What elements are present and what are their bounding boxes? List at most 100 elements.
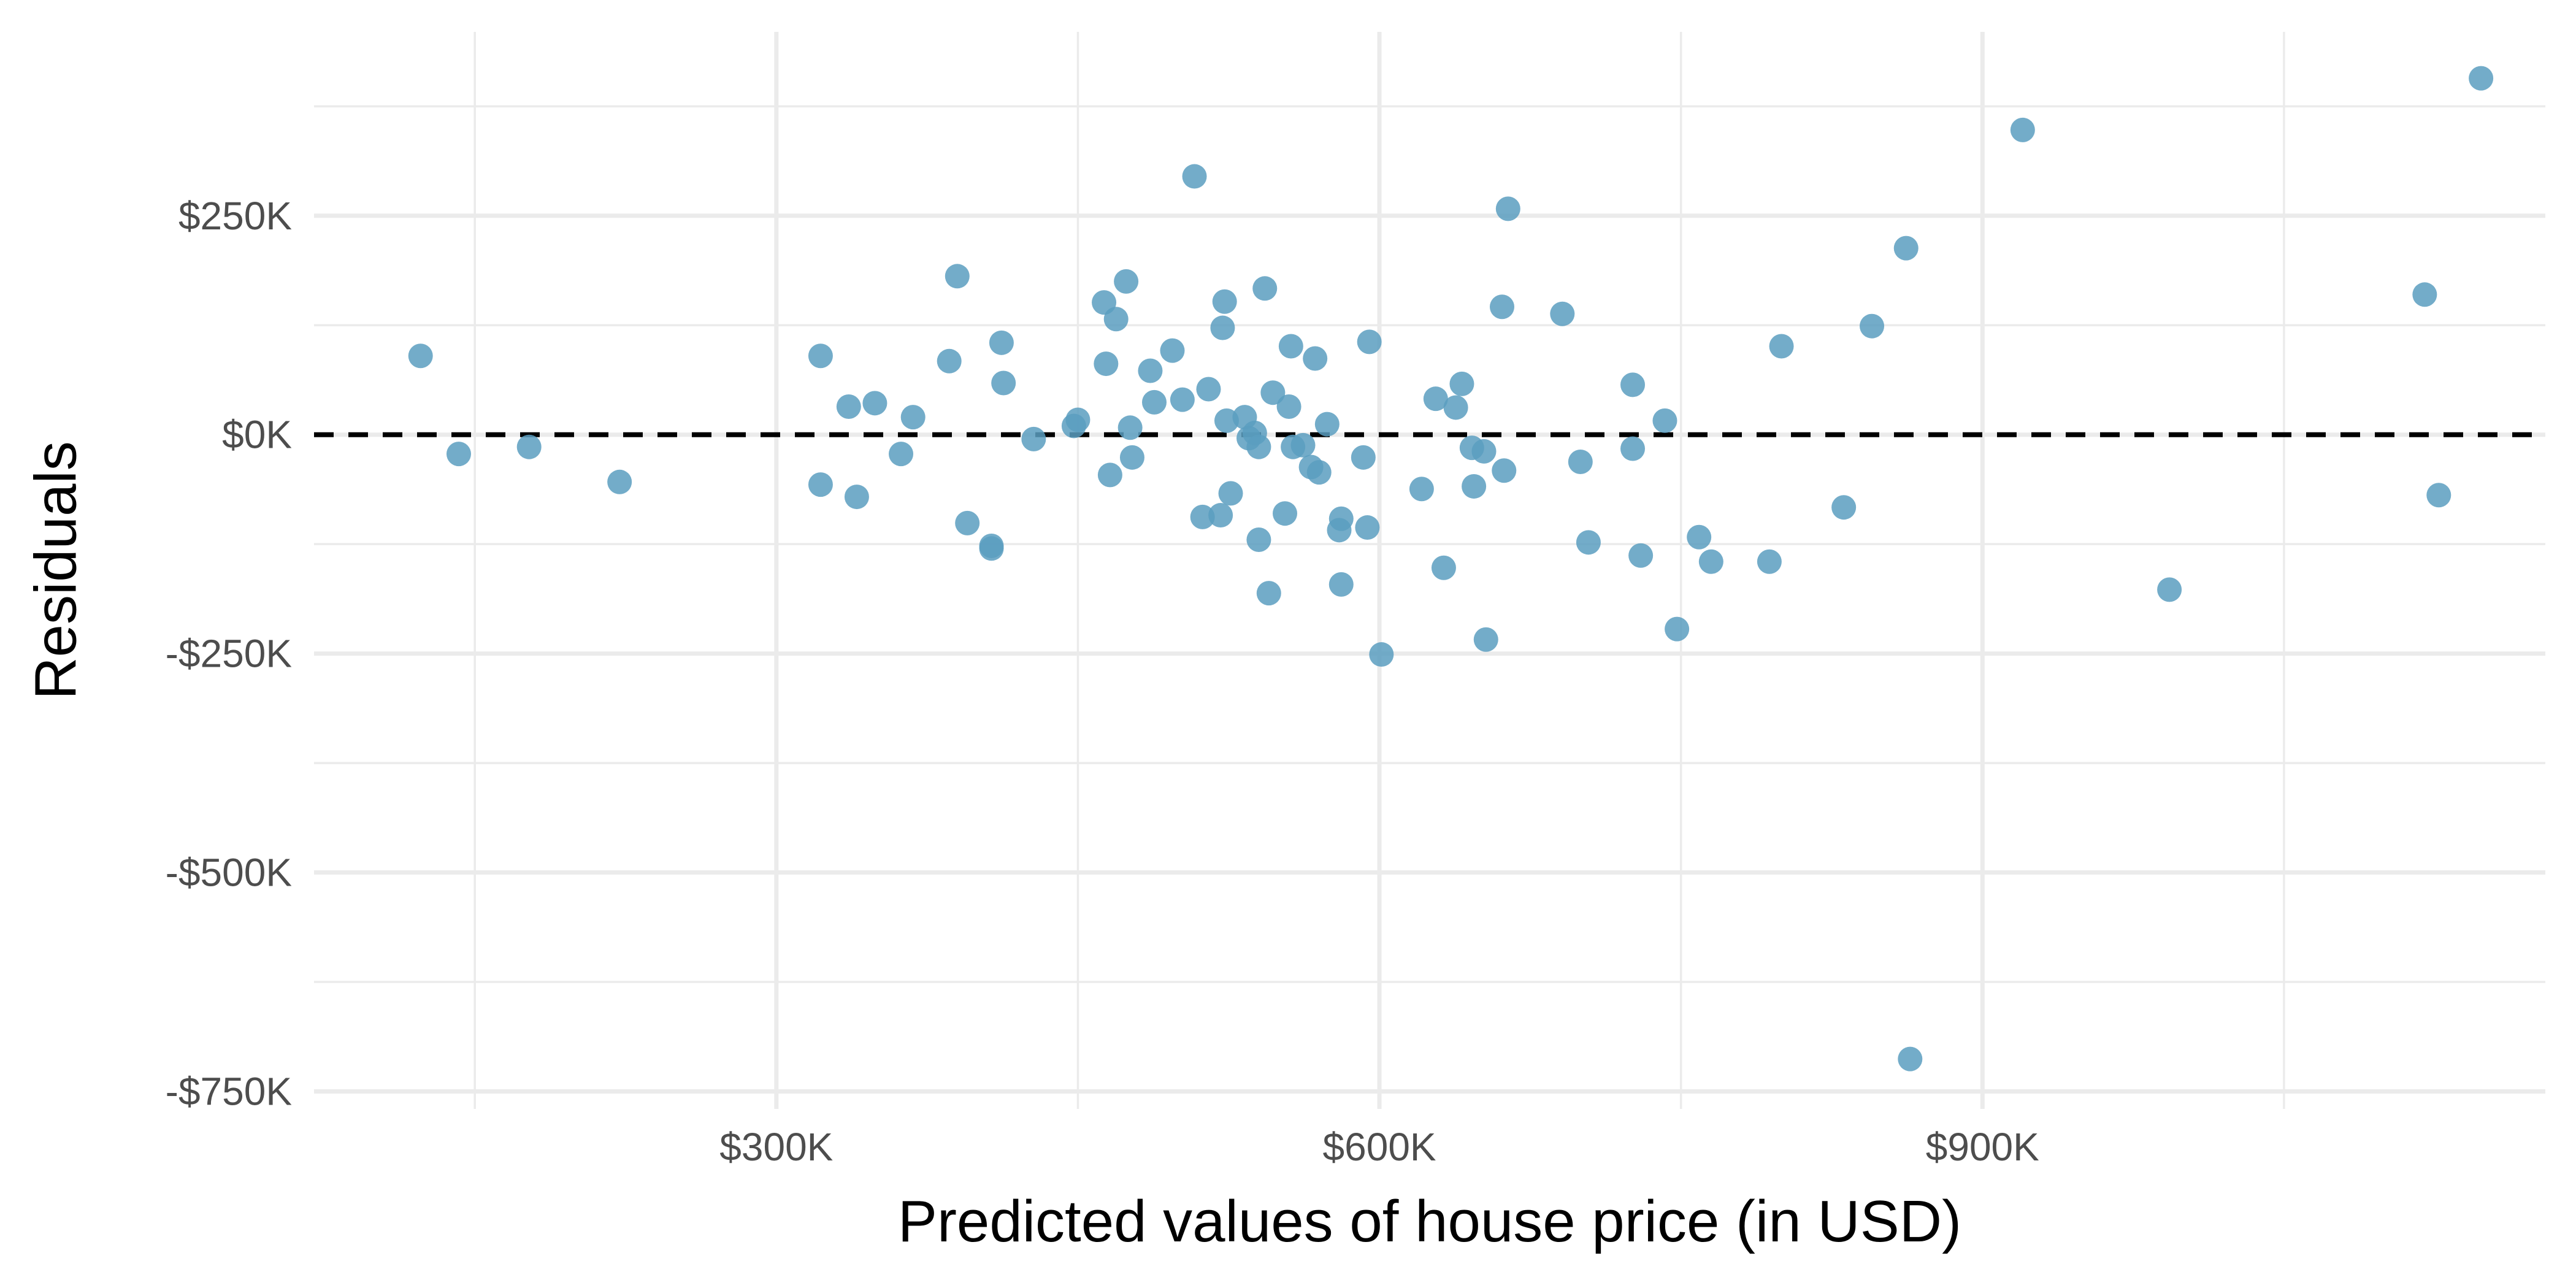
data-point — [1893, 236, 1919, 261]
data-point — [1278, 334, 1303, 359]
data-point — [1273, 501, 1298, 526]
data-point — [516, 434, 542, 459]
y-tick-label: $250K — [178, 194, 292, 238]
x-tick-label: $900K — [1926, 1125, 2039, 1169]
data-point — [1473, 627, 1498, 652]
data-point — [1170, 387, 1195, 412]
data-point — [889, 442, 914, 467]
data-point — [1256, 581, 1281, 606]
data-point — [1860, 313, 1885, 339]
minor-gridlines — [314, 32, 2545, 1109]
data-point — [1351, 445, 1376, 470]
data-point — [1687, 524, 1712, 550]
data-point — [1306, 460, 1332, 485]
y-axis-title: Residuals — [23, 441, 89, 700]
data-point — [1576, 530, 1601, 555]
data-point — [1218, 481, 1243, 506]
data-point — [1620, 436, 1646, 461]
data-point — [2010, 117, 2035, 142]
data-point — [1190, 504, 1215, 529]
data-point — [1328, 572, 1354, 597]
y-tick-label: -$750K — [166, 1069, 292, 1113]
data-point — [1276, 394, 1301, 420]
data-point — [1212, 289, 1237, 314]
y-tick-label: $0K — [222, 413, 292, 457]
data-point — [836, 394, 861, 420]
data-point — [1314, 412, 1340, 437]
data-point — [937, 348, 962, 374]
data-point — [1431, 555, 1456, 580]
data-point — [1355, 515, 1380, 540]
data-point — [1898, 1046, 1923, 1071]
data-point — [1103, 307, 1129, 332]
data-point — [1252, 276, 1278, 301]
data-point — [1423, 386, 1448, 412]
data-point — [1208, 503, 1233, 528]
data-point — [1114, 269, 1139, 294]
data-point — [1628, 543, 1654, 568]
data-point — [1290, 432, 1316, 458]
data-point — [989, 330, 1014, 355]
data-point — [1260, 380, 1286, 405]
data-point — [1357, 329, 1382, 355]
data-point — [1369, 642, 1394, 667]
data-point — [808, 343, 833, 369]
data-point — [1117, 415, 1143, 440]
data-point — [607, 469, 632, 494]
data-point — [2412, 282, 2437, 307]
data-point — [1246, 527, 1271, 553]
data-point — [991, 370, 1016, 396]
data-point — [955, 510, 980, 535]
data-point — [1160, 338, 1185, 363]
data-point — [2426, 483, 2451, 508]
data-point — [1462, 473, 1487, 499]
data-point — [844, 485, 869, 510]
y-axis-tick-labels: -$750K -$500K -$250K $0K $250K — [166, 194, 292, 1114]
data-point — [408, 343, 433, 369]
data-point — [1550, 301, 1575, 326]
data-point — [1246, 434, 1271, 459]
data-point — [1141, 389, 1167, 415]
data-point — [1495, 196, 1520, 221]
data-point — [1492, 458, 1517, 483]
data-point — [1119, 445, 1144, 470]
y-tick-label: -$250K — [166, 632, 292, 676]
data-point — [900, 405, 926, 430]
data-point — [979, 536, 1004, 561]
data-point — [1303, 346, 1328, 371]
data-point — [1652, 408, 1677, 433]
x-axis-title: Predicted values of house price (in USD) — [898, 1189, 1961, 1254]
data-point — [1757, 549, 1782, 574]
data-point — [1769, 334, 1794, 359]
data-point — [1210, 315, 1235, 340]
data-point — [808, 472, 833, 497]
data-point — [446, 442, 471, 467]
data-point — [1471, 439, 1497, 464]
x-tick-label: $600K — [1323, 1125, 1436, 1169]
data-point — [1449, 371, 1474, 396]
data-point — [1409, 477, 1434, 502]
y-tick-label: -$500K — [166, 851, 292, 895]
data-point — [1196, 377, 1221, 402]
data-point — [1698, 549, 1723, 574]
data-point — [1182, 164, 1207, 189]
data-point — [945, 264, 970, 289]
data-point — [1489, 294, 1514, 320]
data-point — [1097, 462, 1122, 488]
data-points — [408, 66, 2494, 1071]
data-point — [1138, 358, 1163, 383]
data-point — [1568, 449, 1593, 474]
major-gridlines — [314, 32, 2545, 1109]
data-point — [1065, 407, 1091, 432]
x-axis-tick-labels: $300K $600K $900K — [719, 1125, 2039, 1169]
data-point — [1831, 495, 1857, 520]
data-point — [1665, 616, 1690, 642]
data-point — [1328, 506, 1354, 531]
data-point — [1443, 395, 1468, 420]
data-point — [1620, 372, 1646, 397]
data-point — [1021, 426, 1046, 451]
data-point — [2469, 66, 2494, 91]
data-point — [862, 391, 887, 416]
